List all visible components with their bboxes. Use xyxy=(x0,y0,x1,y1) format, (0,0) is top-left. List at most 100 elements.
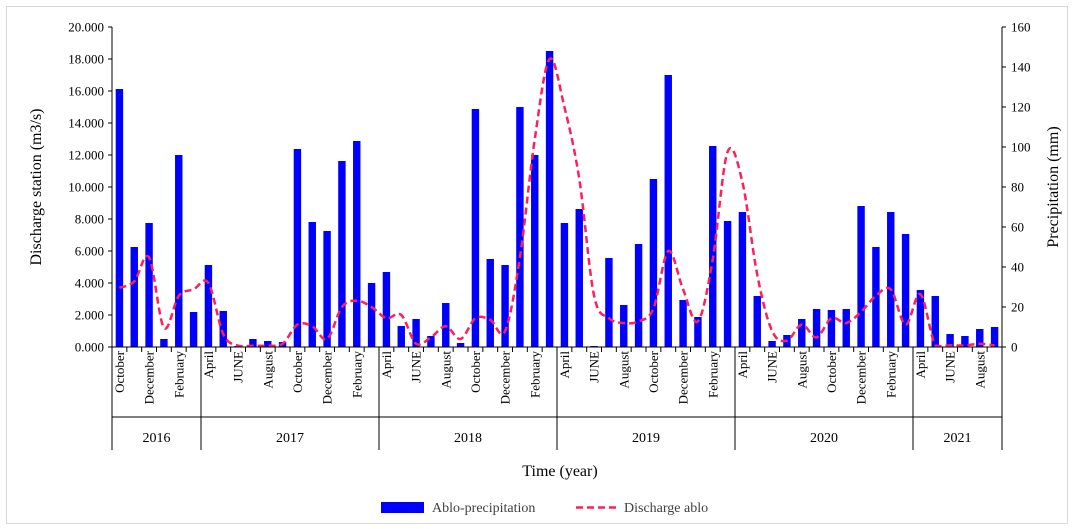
month-label: August xyxy=(438,351,453,389)
month-label: August xyxy=(794,351,809,389)
year-label: 2019 xyxy=(632,431,660,446)
precipitation-bar xyxy=(887,212,894,347)
precipitation-bar xyxy=(739,212,746,347)
precipitation-bar xyxy=(368,283,375,347)
precipitation-bar xyxy=(175,155,182,347)
left-tick-label: 12.000 xyxy=(68,148,104,163)
right-tick-label: 120 xyxy=(1011,100,1031,115)
month-label: December xyxy=(676,350,691,404)
precipitation-bar xyxy=(620,305,627,347)
month-label: April xyxy=(913,351,928,379)
precipitation-bar xyxy=(487,259,494,347)
precipitation-bar xyxy=(857,206,864,347)
month-label: February xyxy=(883,351,898,398)
precipitation-bar xyxy=(768,341,775,347)
right-tick-label: 100 xyxy=(1011,140,1031,155)
precipitation-bar xyxy=(353,141,360,347)
precipitation-bar xyxy=(294,149,301,347)
month-label: August xyxy=(616,351,631,389)
month-label: October xyxy=(468,350,483,393)
precipitation-bar xyxy=(472,109,479,347)
month-label: February xyxy=(349,351,364,398)
month-label: JUNE xyxy=(943,351,958,383)
left-tick-label: 0.000 xyxy=(75,340,104,355)
year-label: 2016 xyxy=(143,431,171,446)
precipitation-bars xyxy=(116,51,999,347)
left-tick-label: 8.000 xyxy=(75,212,104,227)
precipitation-bar xyxy=(501,265,508,347)
precipitation-bar xyxy=(220,311,227,347)
legend: Ablo-precipitation Discharge ablo xyxy=(381,501,708,516)
year-label: 2018 xyxy=(454,431,482,446)
precipitation-bar xyxy=(754,296,761,347)
right-tick-label: 80 xyxy=(1011,180,1024,195)
left-tick-label: 10.000 xyxy=(68,180,104,195)
month-label: JUNE xyxy=(587,351,602,383)
month-label: JUNE xyxy=(765,351,780,383)
month-label: October xyxy=(112,350,127,393)
month-label: October xyxy=(824,350,839,393)
precipitation-bar xyxy=(635,244,642,347)
right-tick-label: 40 xyxy=(1011,260,1024,275)
precipitation-bar xyxy=(323,231,330,347)
precipitation-bar xyxy=(398,326,405,347)
year-label: 2021 xyxy=(944,431,972,446)
precipitation-bar xyxy=(798,319,805,347)
month-label: JUNE xyxy=(409,351,424,383)
left-axis-title: Discharge station (m3/s) xyxy=(28,108,45,265)
month-label: April xyxy=(201,351,216,379)
month-label: February xyxy=(705,351,720,398)
precipitation-bar xyxy=(546,51,553,347)
right-tick-label: 20 xyxy=(1011,300,1024,315)
month-label: JUNE xyxy=(231,351,246,383)
month-label: December xyxy=(854,350,869,404)
month-label: April xyxy=(557,351,572,379)
precipitation-bar xyxy=(843,309,850,347)
precipitation-bar xyxy=(828,310,835,347)
right-axis-title: Precipitation (mm) xyxy=(1045,126,1062,247)
precipitation-bar xyxy=(813,309,820,347)
precipitation-bar xyxy=(902,234,909,347)
precipitation-bar xyxy=(160,339,167,347)
left-tick-label: 14.000 xyxy=(68,116,104,131)
precipitation-bar xyxy=(665,75,672,347)
left-tick-label: 2.000 xyxy=(75,308,104,323)
month-label: December xyxy=(320,350,335,404)
precipitation-bar xyxy=(190,312,197,347)
legend-bar-swatch xyxy=(381,502,424,513)
month-label: August xyxy=(972,351,987,389)
precipitation-bar xyxy=(605,258,612,347)
precipitation-bar xyxy=(383,272,390,347)
month-label: October xyxy=(290,350,305,393)
precipitation-bar xyxy=(116,89,123,347)
right-tick-label: 160 xyxy=(1011,20,1031,35)
precipitation-bar xyxy=(650,179,657,347)
year-label: 2017 xyxy=(276,431,304,446)
precipitation-bar xyxy=(724,221,731,347)
legend-line-label: Discharge ablo xyxy=(624,501,708,516)
precipitation-bar xyxy=(205,265,212,347)
precipitation-bar xyxy=(679,300,686,347)
axes xyxy=(108,27,1006,450)
precipitation-bar xyxy=(576,209,583,347)
month-label: February xyxy=(171,351,186,398)
precipitation-bar xyxy=(457,343,464,347)
precipitation-bar xyxy=(531,155,538,347)
month-label: December xyxy=(142,350,157,404)
x-axis-title: Time (year) xyxy=(522,463,597,480)
left-tick-label: 6.000 xyxy=(75,244,104,259)
precipitation-bar xyxy=(338,161,345,347)
right-tick-label: 60 xyxy=(1011,220,1024,235)
precipitation-bar xyxy=(131,247,138,347)
left-tick-label: 20.000 xyxy=(68,20,104,35)
month-label: October xyxy=(646,350,661,393)
month-label: April xyxy=(379,351,394,379)
left-tick-label: 18.000 xyxy=(68,52,104,67)
legend-bar-label: Ablo-precipitation xyxy=(432,501,535,516)
precipitation-bar xyxy=(561,223,568,347)
right-tick-label: 0 xyxy=(1011,340,1018,355)
precipitation-bar xyxy=(516,107,523,347)
month-label: August xyxy=(260,351,275,389)
right-tick-label: 140 xyxy=(1011,60,1031,75)
